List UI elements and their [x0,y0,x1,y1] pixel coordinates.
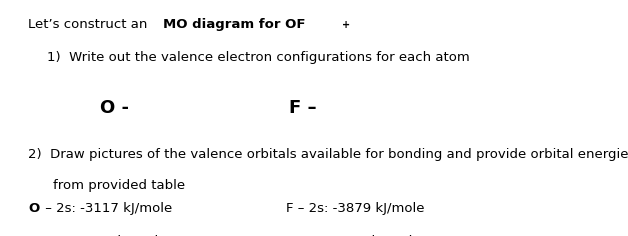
Text: MO diagram for OF: MO diagram for OF [163,18,306,31]
Text: Let’s construct an: Let’s construct an [28,18,152,31]
Text: O: O [28,202,40,215]
Text: 2)  Draw pictures of the valence orbitals available for bonding and provide orbi: 2) Draw pictures of the valence orbitals… [28,148,628,161]
Text: from provided table: from provided table [53,179,185,192]
Text: +: + [342,20,350,30]
Text: – 2s: -3117 kJ/mole: – 2s: -3117 kJ/mole [41,202,172,215]
Text: O -: O - [100,99,129,117]
Text: F –: F – [289,99,317,117]
Text: F – 2s: -3879 kJ/mole: F – 2s: -3879 kJ/mole [286,202,425,215]
Text: 1)  Write out the valence electron configurations for each atom: 1) Write out the valence electron config… [47,51,470,64]
